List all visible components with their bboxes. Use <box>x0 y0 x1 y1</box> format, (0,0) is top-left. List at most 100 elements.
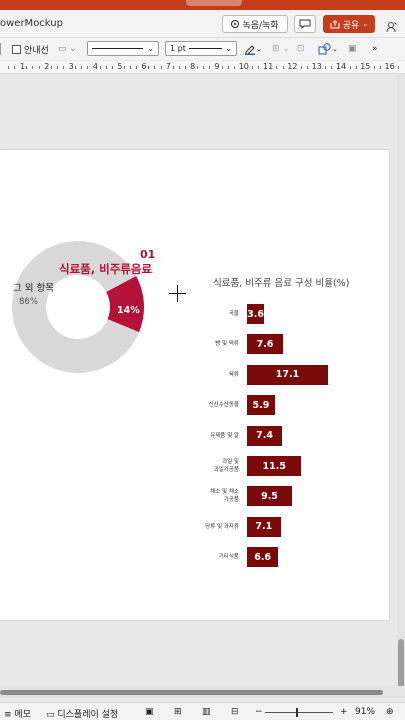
slide[interactable] <box>0 150 389 620</box>
ruler-mark: 9 <box>214 62 220 71</box>
line-weight-dropdown[interactable]: 1 pt ⌄ <box>165 41 237 56</box>
ruler-tick <box>26 66 28 69</box>
ruler-tick <box>374 66 375 69</box>
bar[interactable]: 9.5 <box>247 486 292 507</box>
ruler-tick <box>233 66 235 69</box>
bar[interactable]: 11.5 <box>247 456 302 476</box>
ruler-tick <box>276 66 278 69</box>
record-button[interactable]: 녹음/녹화 <box>222 15 288 33</box>
scrollbar-thumb[interactable] <box>0 690 383 695</box>
ruler-mark: 2 <box>44 62 50 71</box>
ruler-tick <box>99 66 101 69</box>
bar[interactable]: 7.6 <box>247 334 283 355</box>
notes-button[interactable]: ≡ 메모 <box>4 710 31 720</box>
ruler-mark: 3 <box>68 62 74 71</box>
horizontal-scrollbar[interactable] <box>0 686 405 698</box>
chevron-down-icon: ⌄ <box>225 44 232 53</box>
zoom-slider-track[interactable] <box>265 712 333 713</box>
bar-category-label: 신선수산동물 <box>208 402 239 409</box>
bar-value-label: 7.6 <box>256 338 274 350</box>
ruler-tick <box>398 66 400 69</box>
bar[interactable]: 5.9 <box>247 395 275 416</box>
line-weight-value: 1 pt <box>170 44 186 53</box>
bar[interactable]: 3.6 <box>247 304 265 324</box>
zoom-slider-thumb[interactable] <box>296 708 298 717</box>
bar-value-label: 7.4 <box>256 430 273 442</box>
ruler-tick <box>178 66 180 69</box>
record-label: 녹음/녹화 <box>242 20 279 31</box>
ruler-tick <box>75 66 77 69</box>
ruler-mark: 13 <box>311 62 322 71</box>
ruler-tick <box>56 66 58 69</box>
reading-view-icon[interactable]: ▥ <box>202 707 211 717</box>
ruler-mark: 4 <box>92 62 98 71</box>
border-icon[interactable]: ⊡ <box>297 44 305 54</box>
window-tab[interactable] <box>186 0 242 6</box>
app-accent-bar <box>0 0 405 10</box>
align-icon[interactable]: ▭ ⌄ <box>58 44 77 54</box>
title-bar: owerMockup 녹음/녹화 공유 ⌄ <box>0 10 405 38</box>
donut-slice-other[interactable] <box>12 241 140 373</box>
bar-category-label: 기타식품 <box>218 554 239 561</box>
zoom-in-button[interactable]: + <box>340 707 348 717</box>
arrange-icon[interactable]: ▣ <box>348 44 357 54</box>
donut-title: 식료품, 비주류음료 <box>59 262 153 276</box>
grid-icon[interactable]: ⊞ ⌄ <box>272 44 290 54</box>
display-settings-label: 디스플레이 설정 <box>57 710 119 720</box>
normal-view-icon[interactable]: ▣ <box>145 707 154 717</box>
crosshair-cursor <box>169 285 186 302</box>
vertical-scrollbar[interactable] <box>397 74 405 689</box>
donut-slice-highlight[interactable] <box>106 275 145 333</box>
bar[interactable]: 6.6 <box>247 547 279 568</box>
zoom-value[interactable]: 91% <box>355 707 376 717</box>
ruler-tick <box>123 66 125 69</box>
person-icon[interactable] <box>386 21 398 36</box>
comment-icon <box>299 19 311 29</box>
pen-color-icon[interactable]: ⌄ <box>244 42 262 56</box>
bar-category-label: 육류 <box>228 371 239 378</box>
bar-category-label: 채소 및 채소 가공품 <box>210 489 239 504</box>
bar[interactable]: 7.4 <box>247 425 283 446</box>
ruler-tick <box>282 66 284 69</box>
comment-button[interactable] <box>294 15 316 33</box>
shapes-icon[interactable]: ⌄ <box>318 42 338 56</box>
slide-sorter-icon[interactable]: ⊞ <box>174 707 182 717</box>
checkbox-box[interactable] <box>12 44 21 54</box>
ruler-mark: 10 <box>238 62 249 71</box>
bar-chart-title: 식료품, 비주류 음료 구성 비율(%) <box>213 278 350 289</box>
ruler-mark: 1 <box>20 62 26 71</box>
bar-value-label: 3.6 <box>247 308 264 320</box>
gridline-checkbox[interactable]: 안내선 <box>12 42 49 56</box>
donut-chart[interactable] <box>10 239 146 375</box>
more-label: » <box>372 44 378 54</box>
ruler-tick <box>306 66 308 69</box>
bar-value-label: 5.9 <box>252 399 270 411</box>
line-style-dropdown[interactable]: ⌄ <box>87 41 159 56</box>
ruler-tick <box>130 66 131 69</box>
bar-category-label: 당류 및 과자류 <box>205 523 239 530</box>
other-items-label: 그 외 항목 <box>13 283 54 294</box>
bar-value-label: 17.1 <box>275 369 300 381</box>
bar-category-label: 빵 및 떡류 <box>215 341 239 348</box>
ruler-tick <box>203 66 205 69</box>
presenter-icon[interactable]: ⊟ <box>231 707 239 717</box>
scrollbar-thumb[interactable] <box>398 639 404 689</box>
record-icon <box>231 20 240 28</box>
share-button[interactable]: 공유 ⌄ <box>323 15 375 33</box>
share-icon <box>330 19 340 28</box>
fit-slide-icon[interactable]: ⊕ <box>386 707 394 717</box>
zoom-out-button[interactable]: − <box>255 707 263 717</box>
ruler-tick <box>154 66 156 69</box>
bar-value-label: 11.5 <box>262 460 286 472</box>
bar[interactable]: 7.1 <box>247 516 281 537</box>
display-settings-button[interactable]: ▭ 디스플레이 설정 <box>46 710 119 720</box>
bar[interactable]: 17.1 <box>247 364 328 385</box>
ribbon-divider <box>0 42 1 56</box>
bar-value-label: 6.6 <box>254 551 272 563</box>
ruler-tick <box>184 66 186 69</box>
ruler-mark: 15 <box>360 62 371 71</box>
ruler-tick <box>349 66 351 69</box>
ruler-tick <box>380 66 382 69</box>
ruler-tick <box>87 66 89 69</box>
more-icon[interactable]: » <box>372 42 378 56</box>
